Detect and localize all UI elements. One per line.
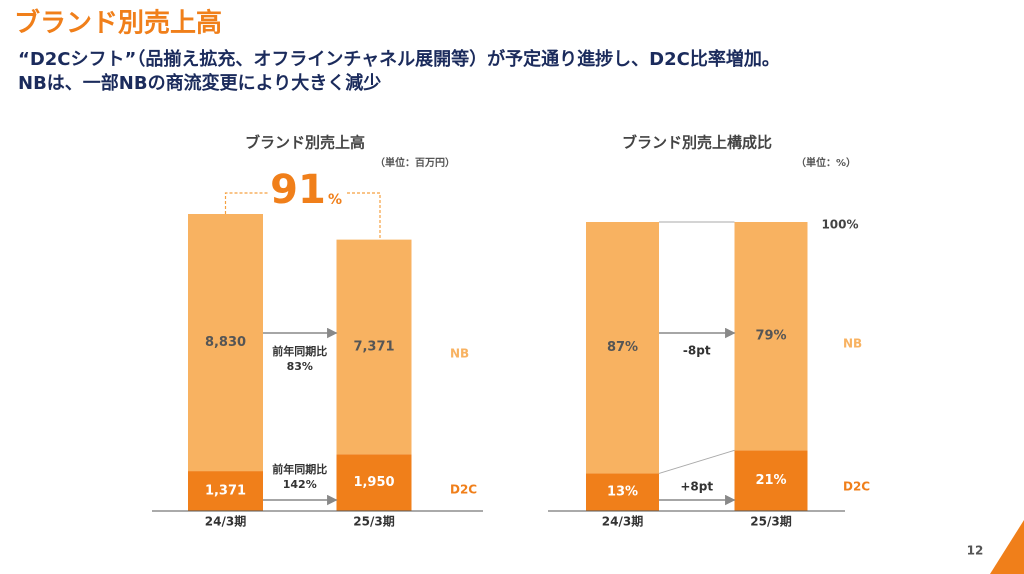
unit-label: （単位：%）	[796, 156, 856, 169]
annotation-label: 前年同期比	[272, 462, 327, 476]
annotation-value: 83%	[287, 360, 313, 373]
legend-label: D2C	[450, 483, 477, 497]
annotation-value: 142%	[283, 478, 317, 491]
bar-segment	[586, 222, 659, 474]
annotation-label: 前年同期比	[272, 344, 327, 358]
value-label: 8,830	[205, 335, 246, 350]
value-label: 1,950	[353, 475, 394, 490]
value-label: 7,371	[353, 339, 394, 354]
bar-segment	[734, 450, 808, 511]
value-label: 79%	[755, 329, 786, 344]
bar-segment	[336, 239, 412, 455]
annotation-value: +8pt	[680, 480, 713, 494]
growth-bracket	[224, 192, 268, 214]
legend-label: NB	[450, 347, 469, 361]
value-label: 87%	[607, 340, 638, 355]
subtitle: NBは、一部NBの商流変更により大きく減少	[18, 72, 381, 94]
slide-title: ブランド別売上高	[14, 8, 222, 39]
legend-label: NB	[843, 337, 862, 351]
bar-segment	[734, 222, 808, 451]
legend-label: D2C	[843, 480, 870, 494]
annotation-value: -8pt	[683, 344, 711, 358]
growth-bracket	[347, 192, 381, 240]
connector	[658, 449, 735, 474]
bar-segment	[336, 454, 412, 511]
value-label: 13%	[607, 485, 638, 500]
bar-segment	[586, 473, 659, 511]
x-tick-label: 25/3期	[750, 514, 791, 529]
x-tick-label: 24/3期	[205, 514, 246, 529]
subtitle: “D2Cシフト”（品揃え拡充、オフラインチャネル展開等）が予定通り進捗し、D2C…	[18, 48, 780, 70]
bar-segment	[188, 214, 263, 472]
value-label: 1,371	[205, 484, 246, 499]
x-tick-label: 24/3期	[602, 514, 643, 529]
chart-title: ブランド別売上高	[245, 134, 365, 152]
x-tick-label: 25/3期	[353, 514, 394, 529]
value-label: 21%	[755, 473, 786, 488]
corner-decoration	[990, 520, 1024, 574]
page-number: 12	[967, 544, 984, 558]
chart-title: ブランド別売上構成比	[622, 134, 772, 152]
growth-number: 91	[270, 167, 326, 213]
unit-label: （単位：百万円）	[375, 156, 455, 169]
growth-unit: %	[328, 192, 342, 208]
bar-segment	[188, 471, 263, 511]
y-tick-label: 100%	[821, 218, 858, 232]
